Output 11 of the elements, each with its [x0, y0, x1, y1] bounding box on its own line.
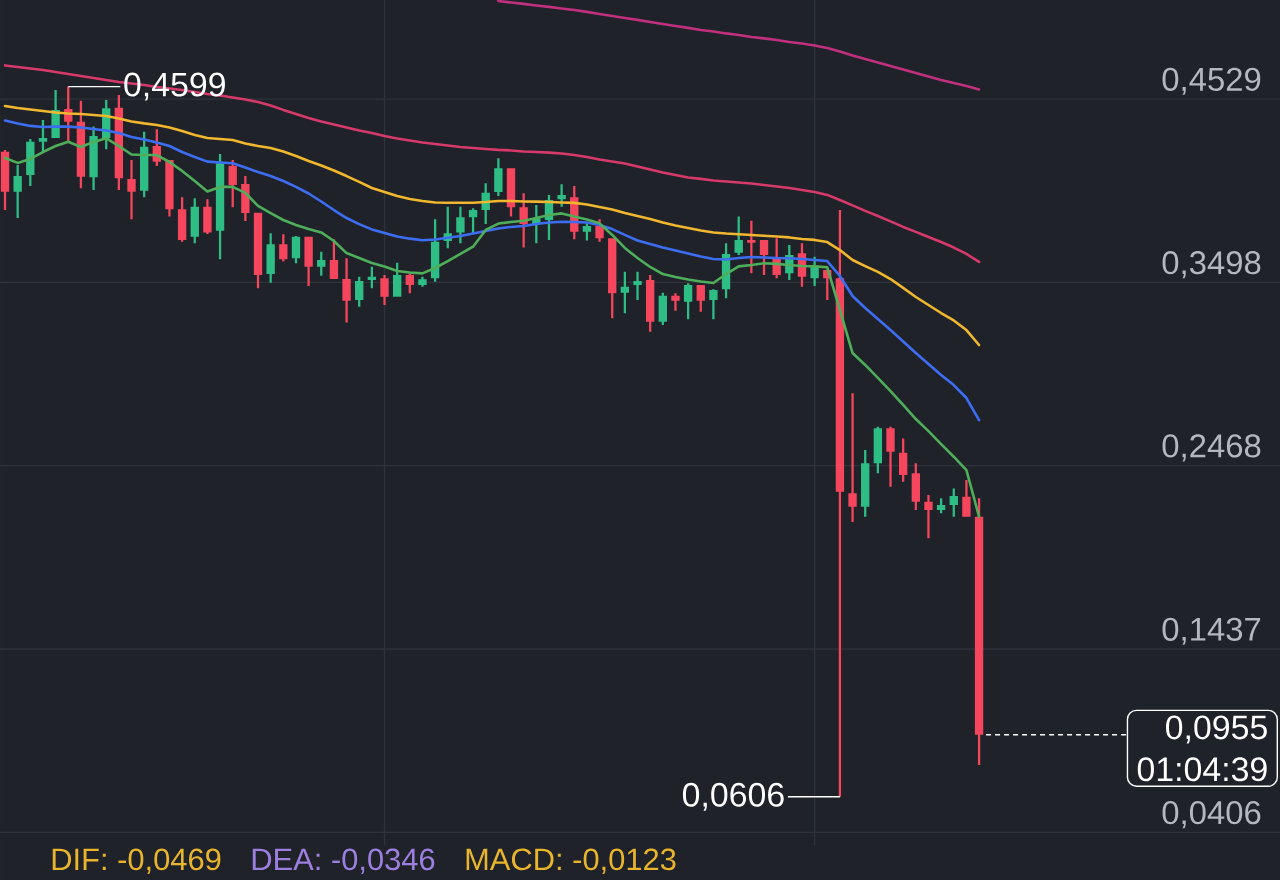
text: DEA: -0,0346 [252, 848, 435, 874]
y-tick-label: 0,3498 [1162, 251, 1261, 279]
annotation: 0,0606 [682, 782, 784, 811]
text: 01:04:39 [1137, 757, 1267, 782]
y-tick-label: 0,1437 [1162, 617, 1261, 645]
y-tick-label: 0,2468 [1162, 434, 1261, 462]
text: DIF: -0,0469 [52, 848, 221, 874]
y-tick-label: 0,4529 [1162, 67, 1261, 95]
text: MACD: -0,0123 [466, 848, 676, 874]
ref-line-label: 0,0955 [1166, 715, 1267, 744]
y-tick-label: 0,0406 [1162, 801, 1261, 829]
